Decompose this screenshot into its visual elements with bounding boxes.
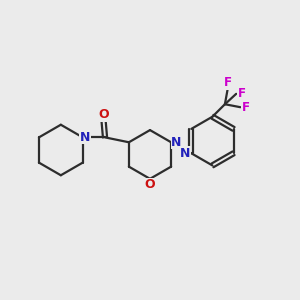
Text: F: F [224, 76, 232, 89]
Text: N: N [180, 147, 190, 160]
Text: N: N [171, 136, 182, 149]
Text: O: O [98, 108, 109, 121]
Text: F: F [238, 87, 245, 100]
Text: N: N [80, 131, 90, 144]
Text: O: O [145, 178, 155, 191]
Text: F: F [242, 101, 250, 114]
